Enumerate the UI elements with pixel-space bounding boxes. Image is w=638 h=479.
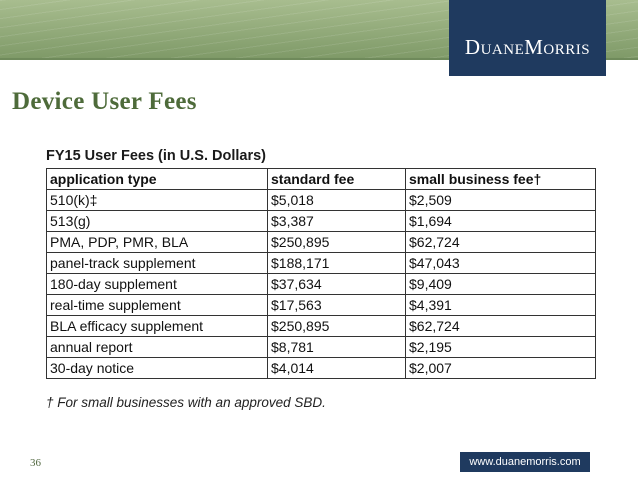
cell-standard-fee: $250,895	[267, 231, 406, 253]
table-row: 30-day notice $4,014 $2,007	[46, 357, 596, 379]
table-row: panel-track supplement $188,171 $47,043	[46, 252, 596, 274]
fees-table: application type standard fee small busi…	[46, 168, 596, 379]
table-caption: FY15 User Fees (in U.S. Dollars)	[46, 148, 266, 164]
cell-application-type: 30-day notice	[46, 357, 268, 379]
table-footnote: † For small businesses with an approved …	[46, 395, 326, 410]
cell-standard-fee: $3,387	[267, 210, 406, 232]
cell-standard-fee: $37,634	[267, 273, 406, 295]
cell-application-type: 180-day supplement	[46, 273, 268, 295]
cell-application-type: real-time supplement	[46, 294, 268, 316]
cell-small-business-fee: $62,724	[405, 315, 596, 337]
cell-application-type: 510(k)‡	[46, 189, 268, 211]
cell-standard-fee: $8,781	[267, 336, 406, 358]
cell-small-business-fee: $9,409	[405, 273, 596, 295]
table-row: real-time supplement $17,563 $4,391	[46, 294, 596, 316]
cell-standard-fee: $5,018	[267, 189, 406, 211]
cell-small-business-fee: $62,724	[405, 231, 596, 253]
website-url-text: www.duanemorris.com	[469, 456, 581, 468]
table-row: 510(k)‡ $5,018 $2,509	[46, 189, 596, 211]
logo: DuaneMorris	[449, 0, 606, 76]
cell-standard-fee: $17,563	[267, 294, 406, 316]
cell-standard-fee: $188,171	[267, 252, 406, 274]
table-row: 513(g) $3,387 $1,694	[46, 210, 596, 232]
cell-small-business-fee: $4,391	[405, 294, 596, 316]
cell-application-type: BLA efficacy supplement	[46, 315, 268, 337]
cell-application-type: panel-track supplement	[46, 252, 268, 274]
cell-small-business-fee: $1,694	[405, 210, 596, 232]
website-url: www.duanemorris.com	[460, 452, 590, 472]
cell-small-business-fee: $2,007	[405, 357, 596, 379]
column-header-application-type: application type	[46, 168, 268, 190]
table-row: BLA efficacy supplement $250,895 $62,724	[46, 315, 596, 337]
table-header-row: application type standard fee small busi…	[46, 168, 596, 190]
cell-standard-fee: $250,895	[267, 315, 406, 337]
page-number: 36	[30, 457, 41, 469]
table-row: PMA, PDP, PMR, BLA $250,895 $62,724	[46, 231, 596, 253]
cell-small-business-fee: $2,509	[405, 189, 596, 211]
cell-application-type: annual report	[46, 336, 268, 358]
column-header-small-business-fee: small business fee†	[405, 168, 596, 190]
table-row: 180-day supplement $37,634 $9,409	[46, 273, 596, 295]
slide-title: Device User Fees	[12, 88, 197, 115]
cell-application-type: 513(g)	[46, 210, 268, 232]
column-header-standard-fee: standard fee	[267, 168, 406, 190]
logo-text: DuaneMorris	[464, 34, 591, 59]
table-row: annual report $8,781 $2,195	[46, 336, 596, 358]
cell-small-business-fee: $47,043	[405, 252, 596, 274]
cell-small-business-fee: $2,195	[405, 336, 596, 358]
cell-standard-fee: $4,014	[267, 357, 406, 379]
header-divider	[0, 58, 638, 60]
cell-application-type: PMA, PDP, PMR, BLA	[46, 231, 268, 253]
